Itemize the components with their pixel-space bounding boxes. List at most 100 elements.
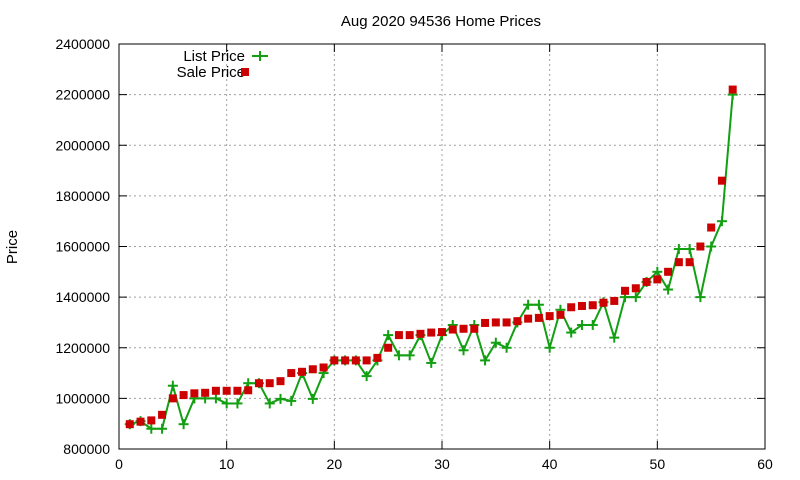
sale-price-point <box>190 389 199 398</box>
sale-price-point <box>168 394 177 403</box>
sale-price-point <box>416 329 425 338</box>
sale-price-point <box>211 386 220 395</box>
sale-price-point <box>696 242 705 251</box>
sale-price-point <box>685 258 694 267</box>
sale-price-point <box>481 318 490 327</box>
list-price-point <box>264 398 275 409</box>
list-price-point <box>673 244 684 255</box>
sale-price-point <box>319 363 328 372</box>
sale-price-point <box>351 356 360 365</box>
list-price-point <box>566 327 577 338</box>
y-tick-label: 2400000 <box>55 36 110 52</box>
x-tick-label: 0 <box>115 456 123 472</box>
sale-price-point <box>373 353 382 362</box>
sale-price-point <box>330 356 339 365</box>
legend-label: Sale Price <box>177 64 245 81</box>
sale-price-point <box>384 343 393 352</box>
x-tick-label: 20 <box>327 456 343 472</box>
list-price-line <box>129 94 734 430</box>
sale-price-point <box>265 379 274 388</box>
sale-price-point <box>664 267 673 276</box>
list-price-point <box>393 350 404 361</box>
y-tick-label: 1800000 <box>55 188 110 204</box>
sale-price-point <box>125 420 134 429</box>
list-price-point <box>458 345 469 356</box>
list-price-point <box>706 241 717 252</box>
list-price-point <box>533 299 544 310</box>
list-price-point <box>404 350 415 361</box>
list-price-point <box>587 319 598 330</box>
y-tick-label: 2200000 <box>55 87 110 103</box>
x-tick-label: 10 <box>219 456 235 472</box>
list-price-point <box>544 342 555 353</box>
series-layer <box>124 85 738 434</box>
list-price-point <box>426 357 437 368</box>
sale-price-point <box>362 356 371 365</box>
sale-price-point <box>158 410 167 419</box>
sale-price-point <box>254 379 263 388</box>
list-price-point <box>146 423 157 434</box>
y-tick-label: 800000 <box>63 441 110 457</box>
list-price-point <box>307 393 318 404</box>
sale-price-point <box>545 312 554 321</box>
sale-price-point <box>459 324 468 333</box>
sale-price-point <box>717 176 726 185</box>
list-price-point <box>716 216 727 227</box>
sale-price-point <box>470 324 479 333</box>
list-price-point <box>630 292 641 303</box>
sale-price-point <box>298 367 307 376</box>
sale-price-point <box>427 328 436 337</box>
list-price-point <box>286 395 297 406</box>
legend-label: List Price <box>183 48 245 65</box>
sale-price-point <box>621 286 630 295</box>
list-price-point <box>275 393 286 404</box>
sale-price-point <box>438 328 446 337</box>
x-tick-label: 30 <box>434 456 450 472</box>
list-price-point <box>501 342 512 353</box>
sale-price-point <box>577 301 586 310</box>
sale-price-point <box>147 416 156 425</box>
list-price-point <box>523 299 534 310</box>
list-price-point <box>178 419 189 430</box>
list-price-point <box>210 393 221 404</box>
sale-price-point <box>631 284 640 293</box>
list-price-point <box>361 371 372 382</box>
sale-price-point <box>136 417 145 426</box>
sale-price-point <box>567 303 576 312</box>
plot-frame <box>118 43 766 450</box>
sale-price-point <box>448 325 457 334</box>
list-price-point <box>232 398 243 409</box>
sale-price-point <box>513 317 522 326</box>
sale-price-point <box>642 277 651 286</box>
sale-price-point <box>276 377 285 386</box>
sale-price-point <box>491 318 500 327</box>
y-axis-label: Price <box>4 230 21 264</box>
y-tick-label: 1400000 <box>55 289 110 305</box>
sale-price-point <box>674 258 683 267</box>
axis-ticks: 800000 1000000 1200000 1400000 1600000 180000… <box>55 36 773 472</box>
y-tick-label: 1000000 <box>55 390 110 406</box>
sale-price-point <box>599 298 608 307</box>
sale-price-point <box>502 318 511 327</box>
list-price-point <box>609 332 620 343</box>
sale-price-point <box>588 301 597 310</box>
y-tick-label: 1200000 <box>55 340 110 356</box>
y-tick-label: 2000000 <box>55 137 110 153</box>
sale-price-point <box>707 223 716 232</box>
list-price-point <box>490 337 501 348</box>
list-price-point <box>652 266 663 277</box>
x-tick-label: 60 <box>757 456 773 472</box>
legend-square-swatch <box>241 68 249 76</box>
chart-title: Aug 2020 94536 Home Prices <box>341 13 541 30</box>
list-price-point <box>663 284 674 295</box>
list-price-point <box>576 319 587 330</box>
list-price-point <box>221 398 232 409</box>
sale-price-point <box>244 386 253 395</box>
list-price-point <box>167 380 178 391</box>
legend-plus-swatch <box>255 51 265 61</box>
list-price-point <box>695 292 706 303</box>
sale-price-point <box>405 331 414 340</box>
sale-price-point <box>524 314 533 323</box>
